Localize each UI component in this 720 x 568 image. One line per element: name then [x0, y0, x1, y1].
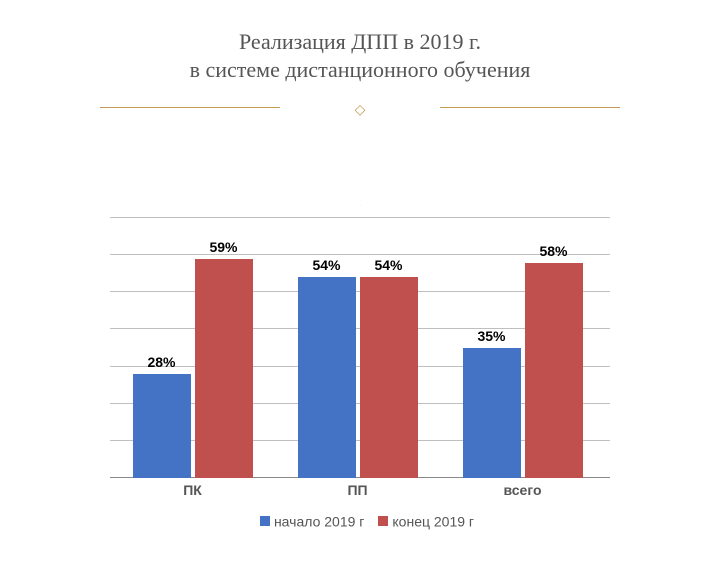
- ornament-diamond-icon: ◇: [355, 102, 366, 119]
- bar-value-label: 54%: [297, 257, 357, 273]
- chart-small-title: .: [110, 202, 610, 207]
- ornament-line-right: [440, 107, 620, 108]
- category-label: ПП: [298, 482, 418, 498]
- bar: [360, 277, 418, 478]
- bar: [133, 374, 191, 478]
- grid-line: [110, 217, 610, 218]
- bar-value-label: 35%: [462, 328, 522, 344]
- legend: начало 2019 г конец 2019 г: [110, 512, 610, 529]
- bar: [463, 348, 521, 478]
- category-label: ПК: [133, 482, 253, 498]
- title-ornament: ◇: [0, 93, 720, 123]
- category-label: всего: [463, 482, 583, 498]
- bar-value-label: 58%: [524, 243, 584, 259]
- bar-value-label: 59%: [194, 239, 254, 255]
- bar-chart: . 28%59%54%54%35%58% ПКППвсего начало 20…: [110, 218, 610, 518]
- slide-title: Реализация ДПП в 2019 г. в системе диста…: [0, 28, 720, 83]
- ornament-line-left: [100, 107, 280, 108]
- legend-swatch: [378, 516, 388, 526]
- bar: [525, 263, 583, 478]
- bar: [195, 259, 253, 478]
- bar-value-label: 54%: [359, 257, 419, 273]
- bar: [298, 277, 356, 478]
- legend-label: конец 2019 г: [392, 513, 474, 529]
- title-line-1: Реализация ДПП в 2019 г.: [0, 28, 720, 56]
- legend-label: начало 2019 г: [274, 513, 364, 529]
- bar-value-label: 28%: [132, 354, 192, 370]
- legend-swatch: [260, 516, 270, 526]
- title-line-2: в системе дистанционного обучения: [0, 56, 720, 84]
- plot-area: 28%59%54%54%35%58% ПКППвсего: [110, 218, 610, 478]
